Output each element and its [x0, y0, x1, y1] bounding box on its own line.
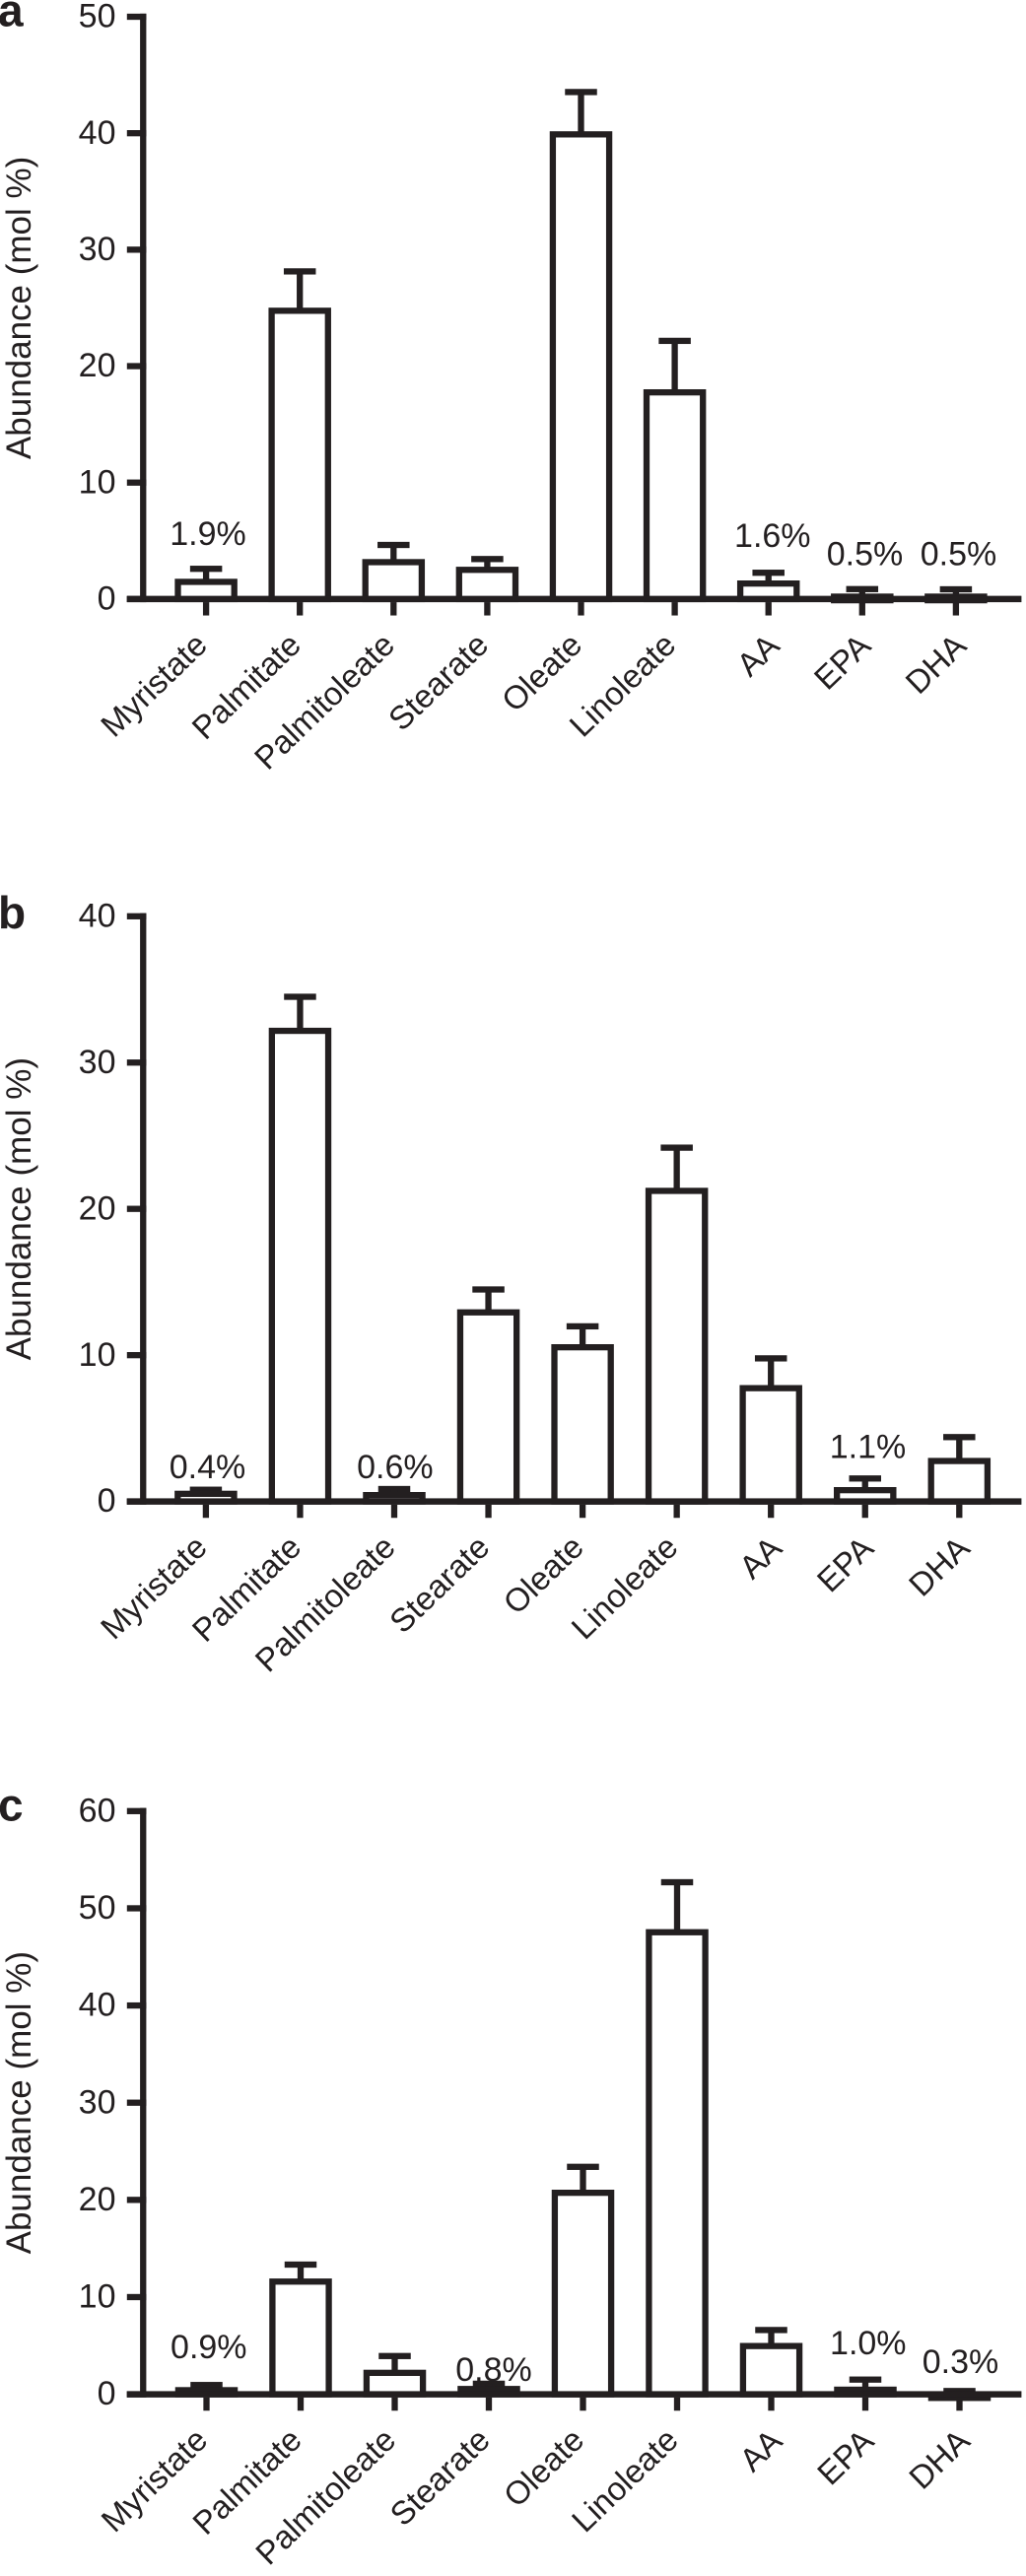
svg-text:0.4%: 0.4%	[170, 1449, 246, 1486]
svg-text:0: 0	[98, 580, 116, 618]
svg-text:a: a	[0, 0, 24, 35]
svg-text:20: 20	[79, 347, 116, 384]
svg-text:0.8%: 0.8%	[455, 2351, 532, 2389]
svg-text:0.5%: 0.5%	[827, 536, 904, 574]
svg-text:Abundance (mol %): Abundance (mol %)	[0, 1951, 38, 2254]
svg-text:50: 50	[79, 1889, 116, 1927]
svg-text:1.6%: 1.6%	[734, 517, 811, 555]
svg-text:40: 40	[79, 1987, 116, 2024]
svg-text:10: 10	[79, 463, 116, 501]
svg-text:30: 30	[79, 2083, 116, 2121]
svg-text:10: 10	[79, 1336, 116, 1374]
svg-text:0.5%: 0.5%	[921, 536, 997, 574]
svg-text:20: 20	[79, 1189, 116, 1227]
svg-text:0: 0	[98, 1482, 116, 1520]
svg-text:1.0%: 1.0%	[830, 2325, 907, 2362]
svg-text:0.9%: 0.9%	[171, 2329, 247, 2366]
svg-text:Abundance (mol %): Abundance (mol %)	[0, 157, 38, 459]
svg-text:1.1%: 1.1%	[830, 1429, 907, 1466]
svg-text:c: c	[0, 1779, 24, 1830]
svg-text:1.9%: 1.9%	[170, 515, 246, 553]
svg-text:b: b	[0, 887, 26, 938]
svg-text:30: 30	[79, 231, 116, 268]
svg-text:50: 50	[79, 0, 116, 35]
svg-text:40: 40	[79, 897, 116, 934]
svg-text:30: 30	[79, 1044, 116, 1081]
svg-text:0: 0	[98, 2375, 116, 2412]
svg-text:0.3%: 0.3%	[923, 2343, 999, 2381]
svg-text:40: 40	[79, 114, 116, 152]
svg-text:Abundance (mol %): Abundance (mol %)	[0, 1057, 38, 1360]
svg-text:0.6%: 0.6%	[357, 1449, 434, 1486]
svg-text:60: 60	[79, 1792, 116, 1829]
svg-text:10: 10	[79, 2278, 116, 2316]
svg-text:20: 20	[79, 2181, 116, 2218]
